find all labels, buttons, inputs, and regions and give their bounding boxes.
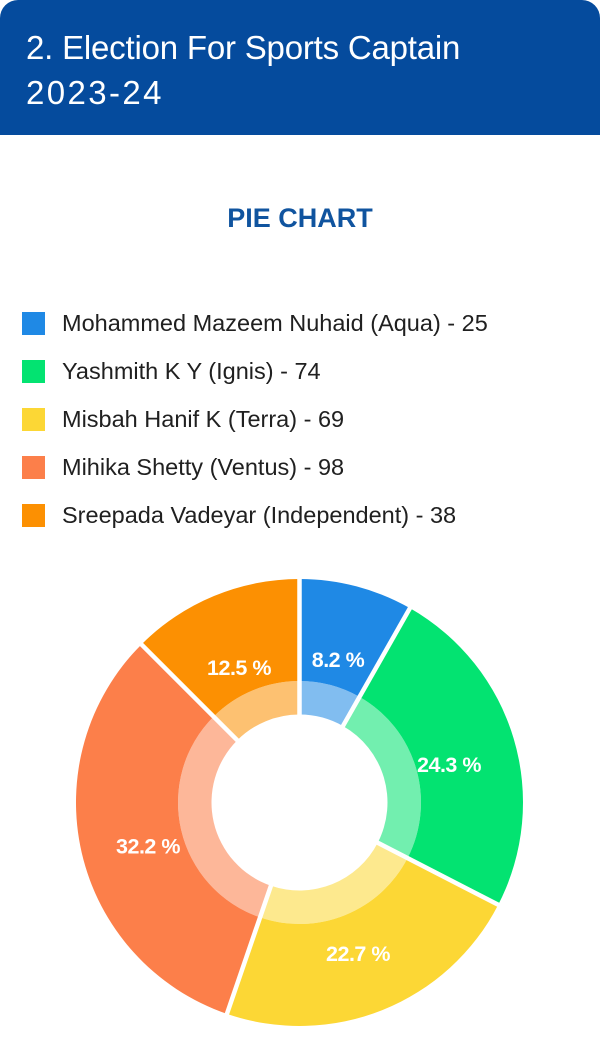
svg-text:12.5 %: 12.5 % bbox=[207, 656, 271, 680]
svg-text:22.7 %: 22.7 % bbox=[326, 942, 390, 966]
svg-text:8.2 %: 8.2 % bbox=[312, 648, 365, 672]
svg-text:24.3 %: 24.3 % bbox=[417, 753, 481, 777]
svg-text:32.2 %: 32.2 % bbox=[116, 835, 180, 859]
